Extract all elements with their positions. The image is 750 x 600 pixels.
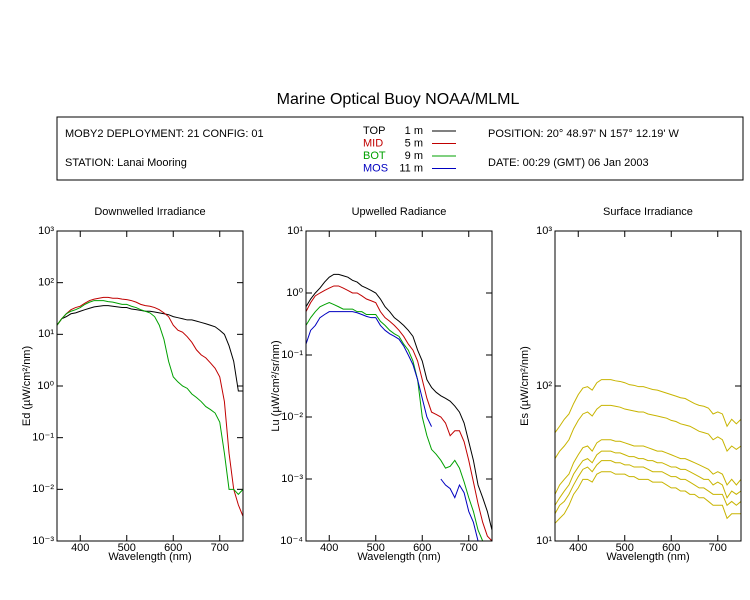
panel-title: Upwelled Radiance — [352, 206, 447, 218]
legend-depth: 9 m — [405, 150, 423, 162]
x-tick-label: 500 — [616, 542, 634, 554]
data-line — [306, 302, 484, 541]
y-tick-label: 10¹ — [38, 328, 54, 340]
x-tick-label: 600 — [413, 542, 431, 554]
x-tick-label: 500 — [118, 542, 136, 554]
y-tick-label: 10² — [38, 277, 54, 289]
header-box — [56, 116, 744, 181]
x-tick-label: 700 — [460, 542, 478, 554]
station: STATION: Lanai Mooring — [65, 157, 187, 169]
x-axis-label: Wavelength (nm) — [357, 551, 440, 563]
date: DATE: 00:29 (GMT) 06 Jan 2003 — [488, 157, 649, 169]
y-tick-label: 10³ — [536, 225, 552, 237]
x-tick-label: 500 — [367, 542, 385, 554]
data-line — [57, 305, 243, 392]
x-tick-label: 600 — [164, 542, 182, 554]
y-tick-label: 10³ — [38, 225, 54, 237]
data-line — [555, 450, 741, 506]
y-axis-label: Lu (µW/cm²/sr/nm) — [270, 340, 282, 431]
panel: Surface Irradiance Wavelength (nm) Es (µW/… — [519, 206, 742, 563]
plot-frame — [56, 230, 244, 542]
y-tick-label: 10⁻³ — [281, 473, 303, 485]
y-tick-label: 10¹ — [287, 225, 303, 237]
panel-title: Downwelled Irradiance — [94, 206, 205, 218]
deployment: MOBY2 DEPLOYMENT: 21 CONFIG: 01 — [65, 128, 264, 140]
y-tick-label: 10² — [536, 380, 552, 392]
data-line — [555, 460, 741, 514]
data-line — [306, 285, 492, 541]
y-tick-label: 10⁰ — [286, 287, 303, 299]
data-line — [306, 311, 479, 541]
plot-frame — [554, 230, 742, 542]
y-tick-label: 10⁻² — [32, 483, 54, 495]
x-tick-label: 400 — [320, 542, 338, 554]
x-tick-label: 400 — [71, 542, 89, 554]
legend-depth: 5 m — [405, 137, 423, 149]
legend-label: BOT — [363, 150, 386, 162]
legend-depth: 11 m — [399, 162, 423, 174]
x-tick-label: 700 — [211, 542, 229, 554]
legend: TOP 1 m MID 5 m BOT 9 m MOS 11 m — [363, 125, 456, 174]
y-tick-label: 10¹ — [536, 535, 552, 547]
data-line — [555, 471, 741, 524]
legend-label: TOP — [363, 125, 385, 137]
y-axis-label: Es (µW/cm²/nm) — [519, 346, 531, 426]
x-tick-label: 400 — [569, 542, 587, 554]
position: POSITION: 20° 48.97' N 157° 12.19' W — [488, 128, 680, 140]
legend-depth: 1 m — [405, 125, 423, 137]
y-tick-label: 10⁻⁴ — [280, 535, 303, 547]
plot-frame — [305, 230, 493, 542]
data-line — [57, 296, 243, 517]
data-line — [555, 379, 741, 433]
legend-label: MOS — [363, 162, 388, 174]
x-tick-label: 600 — [662, 542, 680, 554]
x-axis-label: Wavelength (nm) — [108, 551, 191, 563]
data-line — [555, 404, 741, 459]
page-title: Marine Optical Buoy NOAA/MLML — [277, 91, 520, 108]
y-tick-label: 10⁻² — [281, 411, 303, 423]
data-line — [57, 300, 243, 496]
panel: Downwelled Irradiance Wavelength (nm) Ed (… — [21, 206, 244, 563]
panel-title: Surface Irradiance — [603, 206, 693, 218]
x-tick-label: 700 — [709, 542, 727, 554]
y-tick-label: 10⁻¹ — [32, 432, 54, 444]
data-line — [555, 439, 741, 495]
data-line — [306, 273, 492, 531]
panel: Upwelled Radiance Wavelength (nm) Lu (µW/c… — [270, 206, 493, 563]
y-tick-label: 10⁻³ — [32, 535, 54, 547]
legend-label: MID — [363, 137, 383, 149]
x-axis-label: Wavelength (nm) — [606, 551, 689, 563]
y-tick-label: 10⁰ — [37, 380, 54, 392]
y-tick-label: 10⁻¹ — [281, 349, 303, 361]
y-axis-label: Ed (µW/cm²/nm) — [21, 346, 33, 426]
